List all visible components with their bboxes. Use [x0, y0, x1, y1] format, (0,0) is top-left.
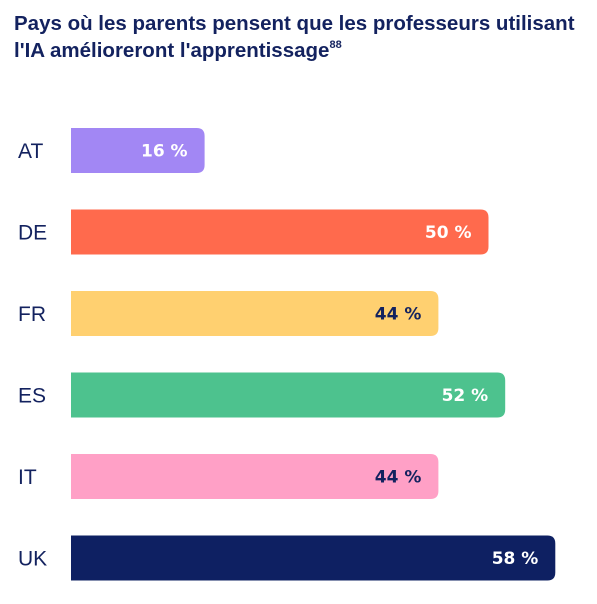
bar [71, 454, 439, 499]
category-label: FR [18, 303, 46, 326]
value-label: 50 % [425, 223, 472, 243]
title-footnote-marker: 88 [329, 39, 342, 51]
category-label: ES [18, 385, 46, 408]
bar [71, 128, 205, 173]
bar [71, 535, 556, 581]
bar-group-fr: FR 44 % [18, 291, 439, 336]
bar [71, 291, 439, 336]
category-label: AT [18, 140, 43, 163]
bar-group-de: DE 50 % [18, 209, 489, 255]
value-label: 44 % [375, 468, 422, 488]
bar-group-es: ES 52 % [18, 372, 506, 418]
bar-group-uk: UK 58 % [18, 535, 556, 581]
category-label: DE [18, 222, 47, 245]
chart-title-text: Pays où les parents pensent que les prof… [14, 12, 575, 62]
value-label: 58 % [492, 549, 539, 569]
bar [71, 209, 489, 255]
value-label: 44 % [375, 305, 422, 325]
bar [71, 372, 506, 418]
category-label: UK [18, 548, 47, 571]
chart-title: Pays où les parents pensent que les prof… [14, 10, 584, 64]
value-label: 52 % [442, 386, 489, 406]
category-label: IT [18, 466, 37, 489]
bar-group-it: IT 44 % [18, 454, 439, 499]
value-label: 16 % [141, 142, 188, 162]
bar-group-at: AT 16 % [18, 128, 205, 173]
